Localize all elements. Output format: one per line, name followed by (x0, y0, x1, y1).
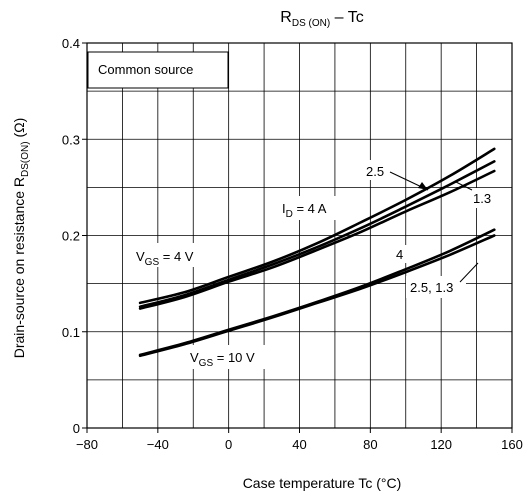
common-source-label: Common source (98, 62, 193, 77)
series-line-3 (138, 169, 496, 310)
label-1-3: 1.3 (473, 191, 491, 206)
y-tick-label: 0.3 (62, 132, 80, 147)
y-tick-label: 0.2 (62, 229, 80, 244)
y-tick-label: 0.4 (62, 36, 80, 51)
label-2-5: 2.5 (366, 164, 384, 179)
x-tick-label: 120 (430, 437, 452, 452)
vgs4-label: VGS = 4 V (136, 249, 194, 268)
chart-title: RDS (ON) – Tc (280, 9, 363, 29)
label-2-5-bg (364, 160, 390, 180)
vgs4-label-bg (132, 243, 220, 267)
axis-ticks: −80 −40 0 40 80 120 160 0 0.1 0.2 0.3 0.4 (62, 36, 523, 452)
id-label-bg (278, 196, 344, 220)
arrow-2-5 (418, 182, 428, 190)
label-1-3-bg (470, 188, 496, 208)
common-source-box (87, 51, 229, 89)
x-tick-label: 80 (363, 437, 377, 452)
x-tick-label: 0 (225, 437, 232, 452)
x-axis-title: Case temperature Tc (°C) (243, 475, 402, 491)
label-2-5-1-3: 2.5, 1.3 (410, 280, 453, 295)
vgs10-label-bg (186, 345, 276, 369)
leader-2-5-1-3 (459, 262, 479, 283)
label-4-bg (394, 245, 408, 263)
series-line-1 (138, 147, 496, 305)
x-tick-label: −80 (76, 437, 98, 452)
series-line-2 (138, 160, 496, 308)
vgs10-label: VGS = 10 V (190, 350, 255, 369)
label-4: 4 (396, 247, 403, 262)
id-label: ID = 4 A (282, 201, 327, 220)
y-tick-label: 0.1 (62, 325, 80, 340)
series-group (138, 147, 496, 358)
grid (87, 43, 512, 428)
y-tick-label: 0 (73, 421, 80, 436)
x-tick-label: −40 (147, 437, 169, 452)
label-2-5-1-3-bg (406, 276, 466, 298)
leader-1-3 (455, 181, 473, 191)
y-axis-title: Drain-source on resistance RDS(ON) (Ω) (11, 118, 31, 359)
x-tick-label: 160 (501, 437, 523, 452)
series-line-5 (138, 234, 496, 358)
x-tick-label: 40 (292, 437, 306, 452)
